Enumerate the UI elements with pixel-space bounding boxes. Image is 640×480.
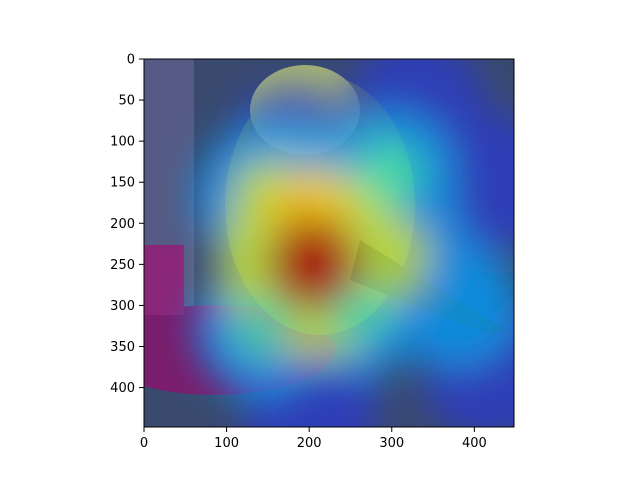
heat-hotspot <box>265 216 362 313</box>
feeder-red-part <box>144 245 184 315</box>
plot-area <box>144 59 514 427</box>
heat-hotspot <box>360 142 424 206</box>
heat-hotspot <box>228 298 292 362</box>
heat-hotspot <box>352 217 431 296</box>
x-axis: 0 100 200 300 400 <box>140 427 487 451</box>
y-tick-label: 350 <box>110 340 135 355</box>
x-tick-label: 300 <box>379 436 404 451</box>
y-tick-label: 100 <box>110 135 135 150</box>
x-tick-label: 0 <box>140 436 148 451</box>
y-tick-label: 0 <box>127 53 135 68</box>
x-tick-label: 100 <box>214 436 239 451</box>
y-tick-label: 200 <box>110 217 135 232</box>
x-tick-label: 400 <box>462 436 487 451</box>
x-tick-label: 200 <box>297 436 322 451</box>
y-tick-label: 400 <box>110 381 135 396</box>
y-tick-label: 150 <box>110 176 135 191</box>
y-axis: 0 50 100 150 200 250 300 350 400 <box>110 53 144 396</box>
y-tick-label: 300 <box>110 299 135 314</box>
y-tick-label: 250 <box>110 258 135 273</box>
heat-overlay <box>194 59 514 427</box>
axes-frame <box>143 58 515 428</box>
y-tick-label: 50 <box>118 94 135 109</box>
heat-hotspot <box>427 275 488 336</box>
